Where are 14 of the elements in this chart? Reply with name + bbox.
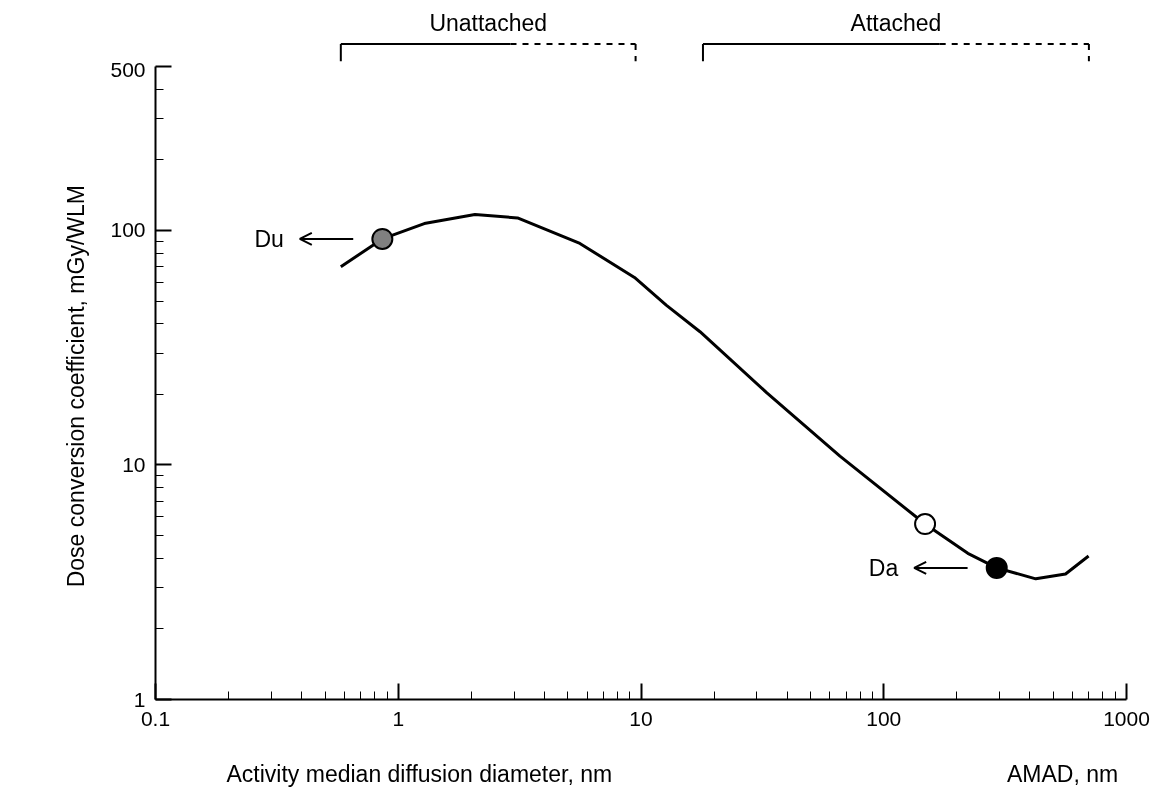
- x-tick-label: 100: [866, 706, 902, 730]
- annotation: Du: [254, 225, 284, 252]
- text: Attached: [850, 10, 942, 37]
- x-tick-label: 10: [629, 706, 653, 730]
- text: AMAD, nm: [1006, 761, 1119, 787]
- text: Unattached: [429, 10, 548, 37]
- y-tick-label: 100: [110, 218, 146, 242]
- x-tick-label: 1: [392, 706, 405, 730]
- y-tick-label: 500: [110, 57, 146, 81]
- x-axis-title: Activity median diffusion diameter, nm: [226, 761, 613, 787]
- y-axis-title: Dose conversion coefficient, mGy/WLM: [63, 185, 90, 588]
- annotation: Da: [868, 554, 899, 581]
- x-tick-label: 1000: [1103, 706, 1150, 730]
- y-tick-label: 10: [122, 452, 146, 476]
